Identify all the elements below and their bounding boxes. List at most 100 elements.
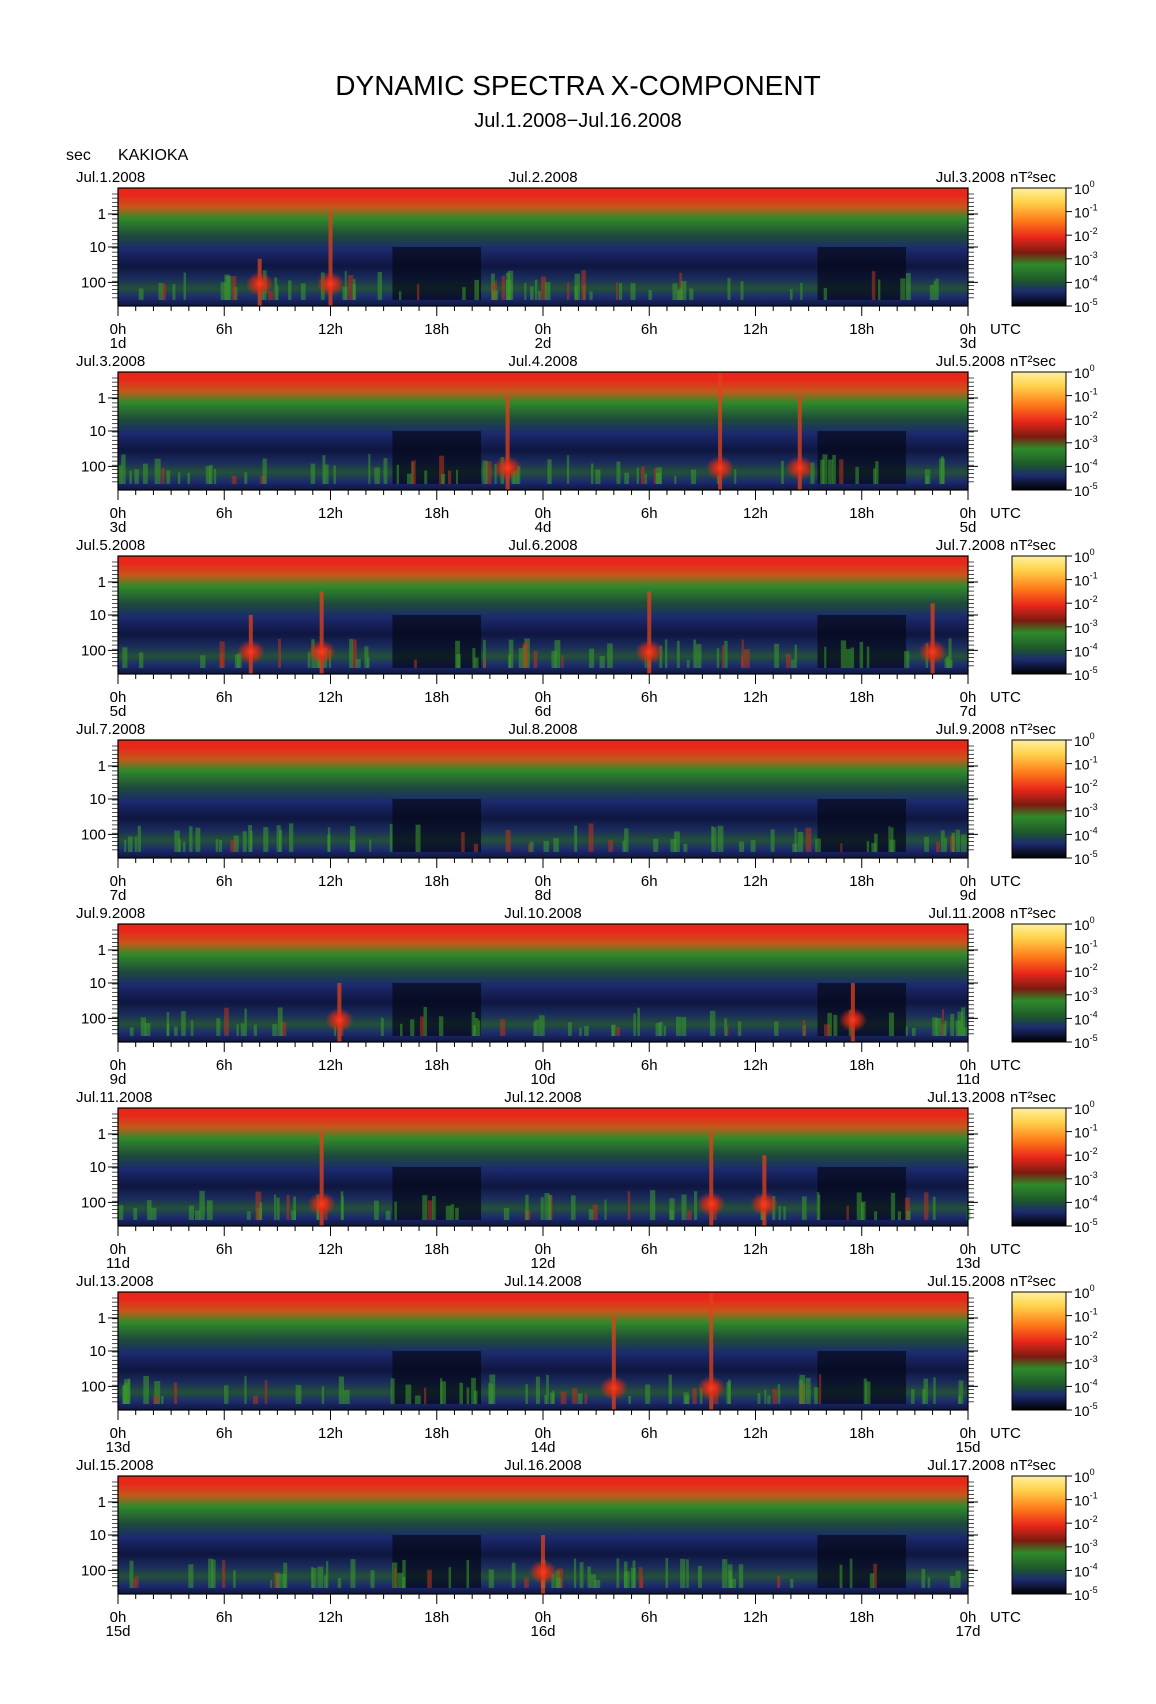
spectral-texture [741, 639, 744, 668]
event-spot [307, 640, 336, 664]
y-tick-label: 1 [98, 1494, 106, 1511]
event-streak [762, 1155, 767, 1226]
spectral-texture [551, 1573, 555, 1588]
spectral-texture [161, 1395, 164, 1404]
x-tick-label: 6h [216, 689, 233, 706]
colorbar-tick-label: 100 [1074, 1099, 1095, 1117]
spectral-texture [489, 1374, 496, 1404]
spectral-texture [776, 1575, 781, 1588]
spectral-texture [127, 1378, 131, 1404]
spectral-texture [944, 837, 947, 852]
panel-7: Jul.13.2008 Jul.14.2008 Jul.15.2008 nT²sec 1… [76, 1273, 1098, 1456]
day-label: 4d [535, 519, 552, 536]
spectral-texture [640, 466, 645, 484]
x-tick-label: 0h [960, 1241, 977, 1258]
spectral-texture [224, 1007, 229, 1036]
y-tick-label: 100 [81, 1378, 106, 1395]
spectral-texture [757, 1393, 761, 1404]
spectral-texture [129, 1560, 134, 1588]
x-tick-label: 0h [535, 505, 552, 522]
quiet-region [392, 615, 482, 669]
chart-subtitle: Jul.1.2008−Jul.16.2008 [474, 110, 682, 132]
spectral-texture [473, 843, 479, 852]
spectral-texture [579, 1562, 584, 1588]
spectral-texture [440, 1378, 443, 1404]
spectral-texture [772, 1388, 778, 1404]
x-tick-label: 0h [110, 1057, 127, 1074]
panel-4: Jul.7.2008 Jul.8.2008 Jul.9.2008 nT²sec 1 10 1… [76, 721, 1098, 904]
x-axis-unit: UTC [990, 873, 1021, 890]
spectral-texture [577, 1393, 583, 1404]
spectral-texture [338, 1376, 344, 1404]
y-tick-label: 100 [81, 826, 106, 843]
spectral-texture [195, 1210, 201, 1220]
spectral-texture [166, 470, 171, 484]
spectral-texture [244, 1008, 247, 1036]
spectral-texture [935, 1018, 942, 1036]
x-tick-label: 12h [318, 1609, 343, 1626]
spectral-texture [958, 1380, 964, 1404]
spectral-texture [932, 1196, 936, 1220]
x-tick-label: 0h [110, 689, 127, 706]
spectral-texture [530, 286, 534, 300]
spectral-texture [805, 1377, 811, 1404]
spectral-texture [448, 1567, 452, 1588]
spectral-texture [927, 1577, 931, 1588]
spectral-texture [276, 285, 279, 300]
spectral-texture [524, 282, 527, 300]
spectral-texture [680, 281, 687, 300]
spectral-texture [474, 657, 479, 668]
x-tick-label: 0h [110, 1609, 127, 1626]
spectral-texture [711, 826, 714, 852]
y-tick-label: 10 [89, 607, 106, 624]
spectral-texture [277, 1007, 283, 1036]
colorbar-unit-label: nT²sec [1010, 537, 1056, 554]
spectral-texture [527, 843, 531, 852]
spectral-texture [259, 1202, 263, 1220]
spectral-texture [173, 1382, 178, 1404]
spectral-texture [855, 466, 859, 484]
panel-8: Jul.15.2008 Jul.16.2008 Jul.17.2008 nT²sec 1… [76, 1457, 1098, 1640]
colorbar-tick-label: 10-2 [1074, 226, 1098, 244]
spectral-texture [424, 470, 428, 484]
day-label: 6d [535, 703, 552, 720]
spectral-texture [712, 827, 717, 852]
spectral-texture [377, 272, 383, 300]
spectral-texture [942, 1009, 945, 1036]
spectral-texture [668, 1374, 672, 1404]
spectral-texture [675, 1016, 682, 1036]
colorbar-tick-label: 100 [1074, 915, 1095, 933]
spectral-texture [608, 839, 614, 852]
spectral-texture [118, 1205, 124, 1220]
spectral-texture [767, 1395, 771, 1404]
x-tick-label: 6h [216, 321, 233, 338]
spectral-texture [865, 1381, 871, 1404]
spectral-texture [594, 1579, 601, 1588]
panel-date-left: Jul.15.2008 [76, 1457, 154, 1474]
spectral-texture [622, 841, 626, 852]
spectral-texture [144, 1023, 151, 1036]
colorbar-tick-label: 10-4 [1074, 1009, 1098, 1027]
spectral-texture [134, 1576, 139, 1588]
panel-date-right: Jul.5.2008 [936, 353, 1005, 370]
spectral-texture [246, 1211, 251, 1220]
spectral-texture [850, 647, 855, 668]
spectral-texture [624, 828, 629, 852]
spectral-texture [151, 1207, 157, 1220]
spectral-texture [726, 1026, 729, 1036]
day-label: 11d [956, 1071, 980, 1088]
colorbar-tick-label: 10-1 [1074, 203, 1098, 221]
colorbar-tick-label: 10-2 [1074, 1330, 1098, 1348]
y-tick-label: 10 [89, 975, 106, 992]
x-tick-label: 18h [424, 873, 449, 890]
x-axis-unit: UTC [990, 1609, 1021, 1626]
spectral-texture [538, 1015, 545, 1036]
colorbar-unit-label: nT²sec [1010, 721, 1056, 738]
spectral-texture [383, 458, 388, 484]
spectral-texture [216, 1018, 221, 1036]
colorbar-tick-label: 10-5 [1074, 481, 1098, 499]
spectral-texture [492, 290, 499, 300]
spectral-texture [924, 836, 929, 852]
x-tick-label: 18h [424, 505, 449, 522]
spectral-texture [693, 639, 697, 668]
